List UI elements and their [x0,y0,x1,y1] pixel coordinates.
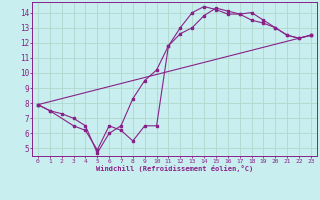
X-axis label: Windchill (Refroidissement éolien,°C): Windchill (Refroidissement éolien,°C) [96,165,253,172]
